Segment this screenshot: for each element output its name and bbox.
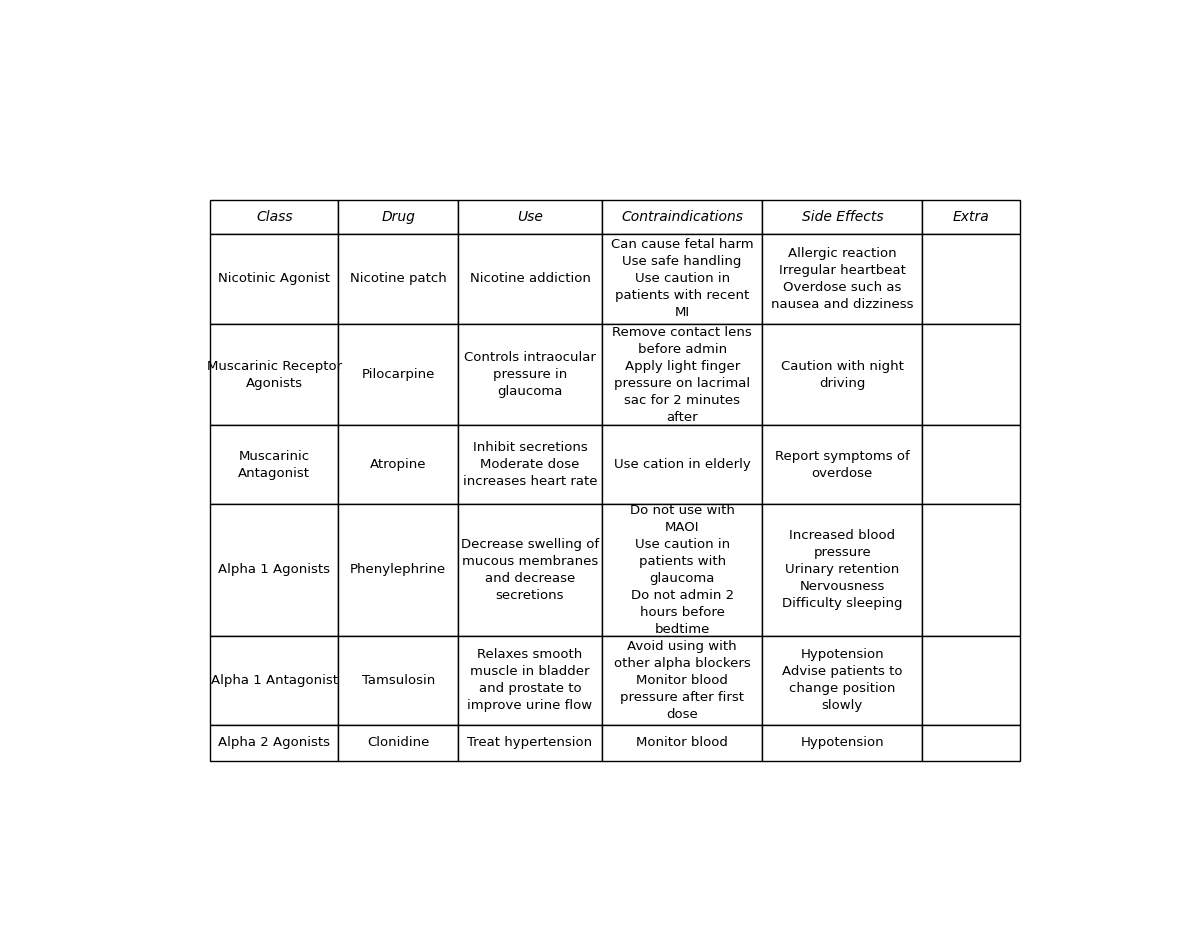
Text: Drug: Drug <box>382 210 415 224</box>
Text: Contraindications: Contraindications <box>622 210 743 224</box>
Text: Extra: Extra <box>953 210 989 224</box>
Text: Nicotine patch: Nicotine patch <box>349 273 446 286</box>
Bar <box>602 636 762 725</box>
Text: Do not use with
MAOI
Use caution in
patients with
glaucoma
Do not admin 2
hours : Do not use with MAOI Use caution in pati… <box>630 503 734 636</box>
Bar <box>923 725 1020 761</box>
Bar <box>458 324 602 425</box>
Bar <box>210 636 338 725</box>
Text: Report symptoms of
overdose: Report symptoms of overdose <box>775 450 910 479</box>
Bar <box>338 425 458 504</box>
Bar <box>602 200 762 235</box>
Bar <box>762 324 923 425</box>
Text: Nicotine addiction: Nicotine addiction <box>469 273 590 286</box>
Text: Relaxes smooth
muscle in bladder
and prostate to
improve urine flow: Relaxes smooth muscle in bladder and pro… <box>468 648 593 712</box>
Bar <box>338 324 458 425</box>
Bar <box>210 200 338 235</box>
Bar <box>338 504 458 636</box>
Bar <box>762 725 923 761</box>
Bar <box>458 235 602 324</box>
Text: Controls intraocular
pressure in
glaucoma: Controls intraocular pressure in glaucom… <box>464 351 596 398</box>
Text: Inhibit secretions
Moderate dose
increases heart rate: Inhibit secretions Moderate dose increas… <box>463 441 598 489</box>
Bar <box>923 235 1020 324</box>
Text: Alpha 2 Agonists: Alpha 2 Agonists <box>218 736 330 749</box>
Bar <box>762 425 923 504</box>
Text: Monitor blood: Monitor blood <box>636 736 728 749</box>
Bar <box>762 235 923 324</box>
Bar <box>458 200 602 235</box>
Text: Alpha 1 Agonists: Alpha 1 Agonists <box>218 564 330 577</box>
Text: Clonidine: Clonidine <box>367 736 430 749</box>
Bar <box>602 504 762 636</box>
Text: Class: Class <box>256 210 293 224</box>
Bar <box>338 200 458 235</box>
Bar <box>762 504 923 636</box>
Text: Use: Use <box>517 210 542 224</box>
Text: Caution with night
driving: Caution with night driving <box>781 360 904 389</box>
Text: Allergic reaction
Irregular heartbeat
Overdose such as
nausea and dizziness: Allergic reaction Irregular heartbeat Ov… <box>772 247 913 311</box>
Text: Remove contact lens
before admin
Apply light finger
pressure on lacrimal
sac for: Remove contact lens before admin Apply l… <box>612 325 752 424</box>
Text: Increased blood
pressure
Urinary retention
Nervousness
Difficulty sleeping: Increased blood pressure Urinary retenti… <box>782 529 902 610</box>
Text: Avoid using with
other alpha blockers
Monitor blood
pressure after first
dose: Avoid using with other alpha blockers Mo… <box>613 640 750 720</box>
Text: Use cation in elderly: Use cation in elderly <box>613 458 750 471</box>
Text: Hypotension: Hypotension <box>800 736 884 749</box>
Bar <box>602 425 762 504</box>
Bar <box>762 200 923 235</box>
Bar <box>210 425 338 504</box>
Bar <box>210 235 338 324</box>
Text: Phenylephrine: Phenylephrine <box>350 564 446 577</box>
Text: Alpha 1 Antagonist: Alpha 1 Antagonist <box>211 674 338 687</box>
Bar <box>923 636 1020 725</box>
Bar <box>338 636 458 725</box>
Bar <box>923 324 1020 425</box>
Bar <box>762 636 923 725</box>
Text: Side Effects: Side Effects <box>802 210 883 224</box>
Bar <box>338 235 458 324</box>
Bar <box>458 425 602 504</box>
Text: Muscarinic
Antagonist: Muscarinic Antagonist <box>239 450 311 479</box>
Text: Tamsulosin: Tamsulosin <box>361 674 434 687</box>
Text: Decrease swelling of
mucous membranes
and decrease
secretions: Decrease swelling of mucous membranes an… <box>461 538 599 602</box>
Bar <box>602 235 762 324</box>
Text: Hypotension
Advise patients to
change position
slowly: Hypotension Advise patients to change po… <box>782 648 902 712</box>
Text: Pilocarpine: Pilocarpine <box>361 368 434 381</box>
Text: Nicotinic Agonist: Nicotinic Agonist <box>218 273 330 286</box>
Bar <box>210 725 338 761</box>
Bar <box>210 324 338 425</box>
Bar <box>602 725 762 761</box>
Text: Muscarinic Receptor
Agonists: Muscarinic Receptor Agonists <box>206 360 342 389</box>
Bar <box>602 324 762 425</box>
Text: Can cause fetal harm
Use safe handling
Use caution in
patients with recent
MI: Can cause fetal harm Use safe handling U… <box>611 238 754 320</box>
Bar <box>923 504 1020 636</box>
Bar <box>923 200 1020 235</box>
Bar <box>458 725 602 761</box>
Bar <box>210 504 338 636</box>
Bar <box>458 636 602 725</box>
Text: Treat hypertension: Treat hypertension <box>468 736 593 749</box>
Bar <box>923 425 1020 504</box>
Text: Atropine: Atropine <box>370 458 426 471</box>
Bar <box>338 725 458 761</box>
Bar <box>458 504 602 636</box>
